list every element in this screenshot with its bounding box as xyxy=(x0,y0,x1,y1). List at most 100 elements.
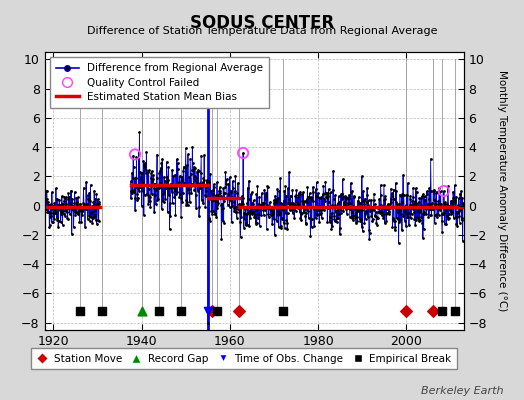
Point xyxy=(319,191,327,198)
Point xyxy=(413,202,422,209)
Point xyxy=(254,201,263,207)
Point xyxy=(455,207,463,214)
Point xyxy=(86,214,95,220)
Point xyxy=(267,207,275,213)
Point xyxy=(162,180,170,187)
Point xyxy=(79,206,87,212)
Point xyxy=(400,217,409,224)
Point xyxy=(267,206,276,213)
Point xyxy=(134,195,142,201)
Point xyxy=(212,308,221,314)
Point xyxy=(364,197,373,204)
Point xyxy=(239,194,248,201)
Point xyxy=(52,204,60,210)
Point xyxy=(51,210,60,216)
Point xyxy=(46,210,54,216)
Point xyxy=(334,211,343,217)
Point xyxy=(361,210,369,217)
Point xyxy=(323,219,332,226)
Point xyxy=(380,205,388,212)
Point xyxy=(210,181,218,188)
Point xyxy=(172,190,180,197)
Point xyxy=(420,211,428,217)
Point xyxy=(397,193,406,199)
Point xyxy=(378,203,386,209)
Point xyxy=(188,167,196,173)
Point xyxy=(147,174,155,181)
Point xyxy=(388,190,396,196)
Point xyxy=(276,175,285,182)
Point xyxy=(164,176,172,183)
Point xyxy=(333,206,342,213)
Point xyxy=(305,193,313,200)
Point xyxy=(444,203,453,209)
Point xyxy=(220,190,228,196)
Point xyxy=(366,206,374,212)
Point xyxy=(446,204,454,210)
Point xyxy=(243,211,251,218)
Point xyxy=(370,201,379,208)
Point xyxy=(200,152,209,158)
Point xyxy=(204,179,213,185)
Point xyxy=(135,129,144,136)
Point xyxy=(248,210,256,217)
Point xyxy=(150,209,158,216)
Point xyxy=(336,210,345,216)
Point xyxy=(410,216,419,222)
Point xyxy=(154,196,162,202)
Point xyxy=(386,201,394,207)
Point xyxy=(70,200,79,207)
Point xyxy=(198,182,206,189)
Point xyxy=(341,201,349,208)
Point xyxy=(58,193,66,200)
Point xyxy=(276,210,284,216)
Point xyxy=(453,214,461,220)
Point xyxy=(148,191,156,198)
Point xyxy=(401,208,409,215)
Point xyxy=(268,206,277,213)
Point xyxy=(145,167,153,174)
Point xyxy=(293,201,302,207)
Point xyxy=(162,185,170,191)
Point xyxy=(312,179,321,186)
Point xyxy=(259,212,268,218)
Point xyxy=(59,200,67,207)
Point xyxy=(430,188,439,195)
Point xyxy=(278,216,286,222)
Point xyxy=(400,204,408,211)
Point xyxy=(50,216,58,222)
Point xyxy=(224,180,233,187)
Point xyxy=(279,207,287,213)
Point xyxy=(411,198,419,204)
Point xyxy=(372,209,380,215)
Point xyxy=(237,200,245,207)
Point xyxy=(264,184,272,190)
Point xyxy=(243,200,252,206)
Point xyxy=(282,192,290,199)
Point xyxy=(311,203,319,210)
Point xyxy=(57,211,66,218)
Point xyxy=(328,210,336,216)
Point xyxy=(453,209,461,215)
Point xyxy=(195,204,203,210)
Point xyxy=(41,188,50,195)
Point xyxy=(410,208,418,215)
Point xyxy=(184,186,193,192)
Point xyxy=(365,236,374,242)
Point xyxy=(185,198,194,205)
Point xyxy=(45,224,53,230)
Point xyxy=(215,188,224,195)
Point xyxy=(247,191,255,197)
Point xyxy=(333,219,341,225)
Point xyxy=(394,216,402,222)
Point xyxy=(189,181,198,188)
Point xyxy=(228,178,237,184)
Point xyxy=(160,178,169,184)
Point xyxy=(236,219,244,225)
Point xyxy=(413,214,421,220)
Point xyxy=(64,190,73,196)
Point xyxy=(67,204,75,211)
Point xyxy=(279,197,288,204)
Point xyxy=(94,218,103,224)
Point xyxy=(159,199,168,205)
